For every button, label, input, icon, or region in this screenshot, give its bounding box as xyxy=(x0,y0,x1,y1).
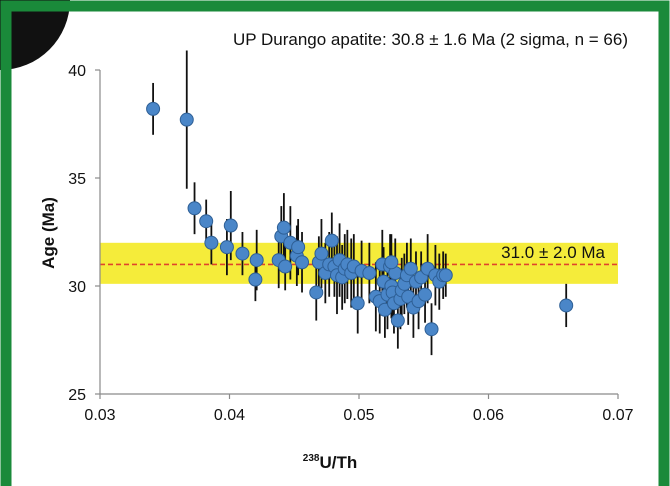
data-point xyxy=(223,218,238,233)
x-tick-label: 0.03 xyxy=(84,407,115,424)
y-axis-label: Age (Ma) xyxy=(39,197,58,269)
data-point xyxy=(559,298,574,313)
data-point xyxy=(276,220,291,235)
data-point xyxy=(384,255,399,270)
data-point xyxy=(324,233,339,248)
x-tick-label: 0.06 xyxy=(473,407,504,424)
x-axis-label-main: U/Th xyxy=(319,453,357,472)
data-point xyxy=(309,285,324,300)
data-point xyxy=(291,240,306,255)
data-point xyxy=(204,235,219,250)
corner-decoration xyxy=(0,0,70,70)
y-tick-label: 40 xyxy=(68,63,86,80)
axes-layer: 25 30 35 40 0.03 0.04 0.05 0.06 0.07 xyxy=(68,63,633,424)
band-label: 31.0 ± 2.0 Ma xyxy=(501,243,605,262)
data-point xyxy=(199,214,214,229)
data-point xyxy=(424,322,439,337)
x-axis-label-superscript: 238 xyxy=(303,453,320,464)
data-point xyxy=(146,101,161,116)
points-layer xyxy=(146,101,574,337)
chart-title: UP Durango apatite: 30.8 ± 1.6 Ma (2 sig… xyxy=(233,30,628,49)
data-point xyxy=(403,261,418,276)
y-tick-label: 30 xyxy=(68,279,86,296)
data-point xyxy=(187,201,202,216)
data-point xyxy=(438,268,453,283)
data-point xyxy=(179,112,194,127)
y-tick-label: 35 xyxy=(68,171,86,188)
x-tick-label: 0.07 xyxy=(602,407,633,424)
data-point xyxy=(219,240,234,255)
data-point xyxy=(350,296,365,311)
data-point xyxy=(278,259,293,274)
data-point xyxy=(314,246,329,261)
data-point xyxy=(295,255,310,270)
x-tick-label: 0.05 xyxy=(343,407,374,424)
x-axis-label: 238U/Th xyxy=(303,453,357,472)
data-point xyxy=(390,313,405,328)
data-point xyxy=(362,266,377,281)
data-point xyxy=(249,253,264,268)
x-tick-label: 0.04 xyxy=(214,407,245,424)
data-point xyxy=(248,272,263,287)
data-point xyxy=(235,246,250,261)
data-point xyxy=(418,287,433,302)
labels-layer: UP Durango apatite: 30.8 ± 1.6 Ma (2 sig… xyxy=(39,30,628,472)
y-tick-label: 25 xyxy=(68,387,86,404)
